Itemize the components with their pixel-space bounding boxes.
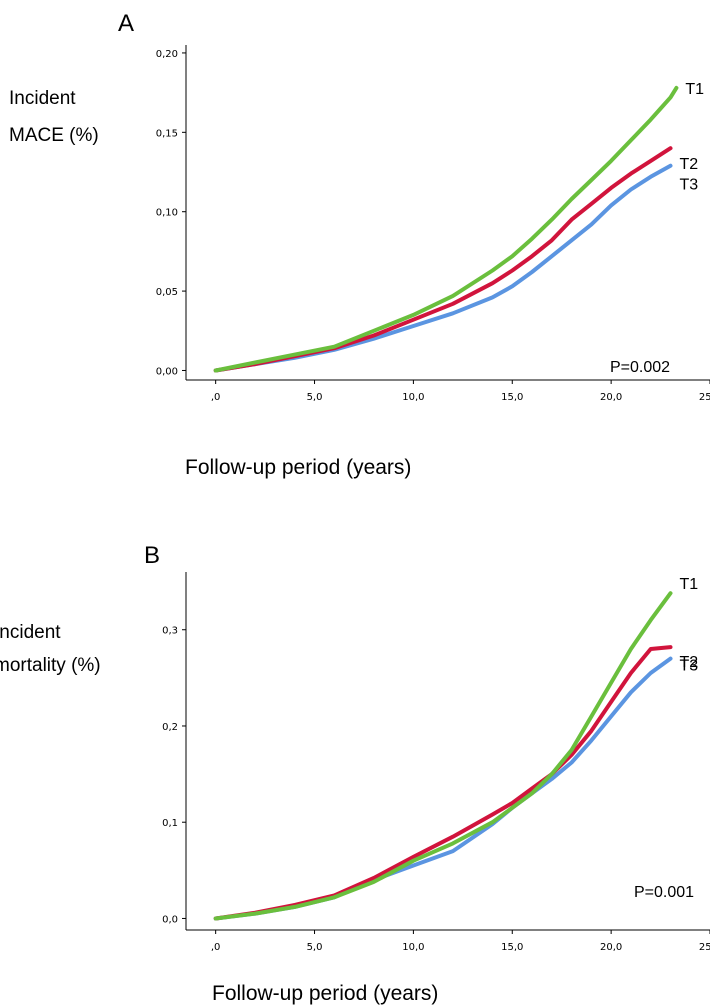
panel-b-ytick-label: 0,2 (162, 722, 178, 733)
panel-a-letter: A (118, 10, 134, 37)
panel-a-xlabel: Follow-up period (years) (185, 456, 411, 479)
panel-a-series-t2-label: T2 (679, 156, 698, 173)
panel-b-xtick-label: 25,0 (699, 942, 710, 953)
panel-a-xtick-label: ,0 (211, 392, 221, 403)
panel-b-ylabel-line1: Incident (0, 622, 61, 643)
panel-b-series-t3-label: T3 (679, 658, 698, 675)
panel-a-xtick-label: 10,0 (402, 392, 424, 403)
panel-b-ytick-label: 0,0 (162, 914, 178, 925)
panel-b-letter: B (144, 542, 160, 569)
panel-a: A Incident MACE (%) 0,00 0,05 0,10 0,15 0,20… (9, 10, 710, 479)
panel-a-ytick-label: 0,00 (156, 366, 178, 377)
panel-b-series-t2-line (213, 645, 673, 921)
panel-a-xtick-label: 25,0 (699, 392, 710, 403)
panel-b-ytick-label: 0,3 (162, 626, 178, 637)
panel-a-series-t1-label: T1 (685, 81, 704, 98)
panel-a-ylabel-line2: MACE (%) (9, 125, 99, 146)
panel-b-pvalue: P=0.001 (634, 884, 694, 901)
panel-b-series-t2-label: T2 (679, 654, 698, 671)
panel-b-series-t1-line (213, 591, 673, 921)
panel-a-ytick-label: 0,15 (156, 128, 178, 139)
panel-a-ytick-label: 0,05 (156, 287, 178, 298)
panel-b-xtick-label: 20,0 (600, 942, 622, 953)
panel-b-xtick-label: 10,0 (402, 942, 424, 953)
panel-b: B Incident mortality (%) 0,0 0,1 0,2 0,3 ,0… (0, 542, 710, 1005)
panel-a-ylabel-line1: Incident (9, 88, 76, 109)
panel-b-xlabel: Follow-up period (years) (212, 982, 438, 1005)
panel-b-xtick-label: 5,0 (307, 942, 323, 953)
panel-b-ylabel-line2: mortality (%) (0, 655, 101, 676)
panel-a-xtick-label: 15,0 (501, 392, 523, 403)
panel-a-series-t2-line (213, 146, 673, 373)
panel-b-ytick-label: 0,1 (162, 818, 178, 829)
panel-a-pvalue: P=0.002 (610, 359, 670, 376)
panel-a-series-t1-line (213, 85, 679, 373)
panel-a-xtick-label: 5,0 (307, 392, 323, 403)
panel-a-ytick-label: 0,20 (156, 49, 178, 60)
panel-b-xtick-label: 15,0 (501, 942, 523, 953)
panel-b-xtick-label: ,0 (211, 942, 221, 953)
panel-a-xtick-label: 20,0 (600, 392, 622, 403)
panel-a-series-t3-label: T3 (679, 177, 698, 194)
panel-b-series-t1-label: T1 (679, 576, 698, 593)
panel-a-ytick-label: 0,10 (156, 208, 178, 219)
